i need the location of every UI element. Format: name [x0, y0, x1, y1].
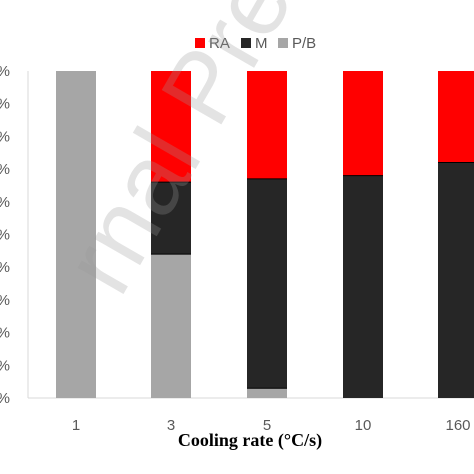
bar-segment-m-160	[438, 162, 474, 398]
y-tick-label: %	[0, 259, 10, 276]
x-tick-label: 1	[72, 417, 80, 434]
y-tick-label: %	[0, 357, 10, 374]
y-tick-label: %	[0, 390, 10, 407]
bar-segment-p-b-5	[247, 388, 287, 398]
y-tick-label: %	[0, 194, 10, 211]
legend-swatch	[241, 38, 251, 48]
y-tick-label: %	[0, 161, 10, 178]
legend-swatch	[195, 38, 205, 48]
y-tick-label: %	[0, 325, 10, 342]
bar-segment-m-10	[343, 175, 383, 398]
legend-label: RA	[209, 35, 230, 52]
bar-segment-m-3	[151, 182, 191, 255]
bar-segment-ra-3	[151, 71, 191, 183]
y-tick-label: %	[0, 292, 10, 309]
y-tick-label: %	[0, 227, 10, 244]
y-tick-labels: %%%%%%%%%%%	[0, 63, 10, 407]
y-tick-label: %	[0, 96, 10, 113]
y-tick-label: %	[0, 63, 10, 80]
bar-segment-ra-10	[343, 71, 383, 176]
y-tick-label: %	[0, 128, 10, 145]
bar-stacks	[56, 71, 474, 398]
legend: RA M P/B	[195, 35, 316, 52]
x-tick-label: 5	[263, 417, 271, 434]
x-tick-label: 10	[355, 417, 372, 434]
bar-segment-p-b-1	[56, 71, 96, 398]
bar-segment-m-5	[247, 178, 287, 389]
x-tick-label: 160	[445, 417, 470, 434]
bar-segment-ra-5	[247, 71, 287, 179]
x-tick-labels: 1 3 5 10 160	[72, 417, 471, 434]
legend-swatch	[278, 38, 288, 48]
legend-label: M	[255, 35, 268, 52]
x-tick-label: 3	[167, 417, 175, 434]
legend-label: P/B	[292, 35, 316, 52]
plot-area: %%%%%%%%%%% 1 3 5 10 160	[0, 63, 474, 434]
bar-segment-p-b-3	[151, 254, 191, 398]
bar-segment-ra-160	[438, 71, 474, 163]
x-axis-title: Cooling rate (°C/s)	[178, 430, 322, 451]
